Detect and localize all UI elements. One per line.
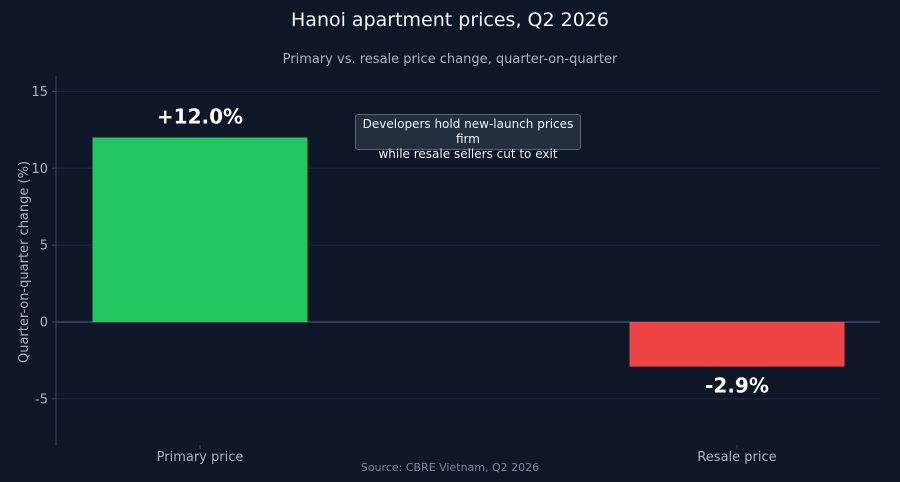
chart-title: Hanoi apartment prices, Q2 2026 bbox=[291, 9, 609, 31]
data-label: +12.0% bbox=[157, 105, 243, 129]
y-tick-label: 5 bbox=[40, 239, 48, 254]
y-tick-label: 10 bbox=[31, 162, 48, 177]
bars bbox=[92, 137, 845, 367]
y-tick-label: 15 bbox=[31, 85, 48, 100]
data-labels: +12.0% -2.9% bbox=[157, 105, 769, 398]
y-tick-label: 0 bbox=[40, 316, 48, 331]
y-axis-label: Quarter-on-quarter change (%) bbox=[17, 161, 32, 363]
x-tick-label: Resale price bbox=[697, 450, 776, 465]
x-tick-label: Primary price bbox=[157, 450, 244, 465]
y-tick-label: -5 bbox=[35, 392, 48, 407]
bar-primary-price bbox=[92, 137, 308, 322]
y-axis: -5 0 5 10 15 bbox=[31, 76, 57, 445]
annotation-line-2: while resale sellers cut to exit bbox=[378, 147, 558, 161]
chart-source: Source: CBRE Vietnam, Q2 2026 bbox=[360, 461, 540, 474]
x-axis: Primary price Resale price bbox=[157, 445, 777, 465]
data-label: -2.9% bbox=[705, 374, 769, 398]
chart-subtitle: Primary vs. resale price change, quarter… bbox=[282, 52, 618, 67]
annotation-line-1: Developers hold new-launch prices firm bbox=[362, 117, 574, 146]
annotation-box: Developers hold new-launch prices firm w… bbox=[355, 114, 581, 161]
bar-resale-price bbox=[629, 322, 845, 367]
